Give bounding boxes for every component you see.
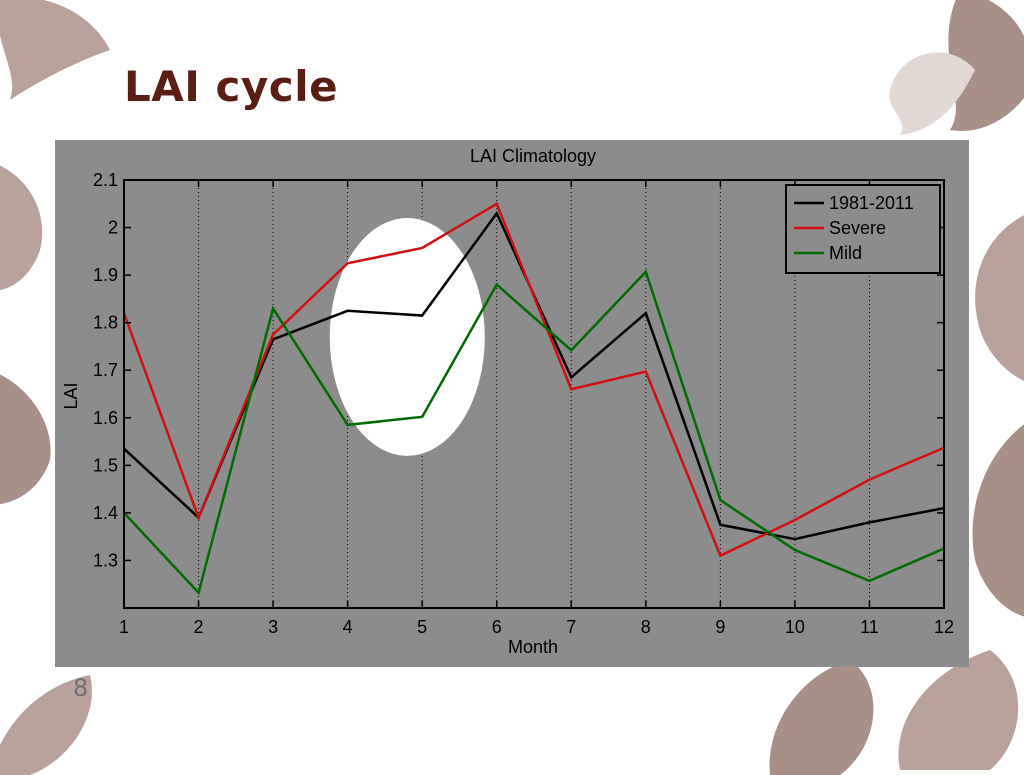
x-tick-label: 12 xyxy=(934,617,954,637)
leaf-decoration-icon xyxy=(975,215,1024,381)
y-tick-label: 1.8 xyxy=(93,313,118,333)
chart-figure: LAI Climatology 1 2 3 4 5 6 7 8 9 10 11 12 1.3 1.4 1.5… xyxy=(55,140,969,667)
x-tick-label: 3 xyxy=(268,617,278,637)
y-tick-label: 1.4 xyxy=(93,503,118,523)
x-tick-label: 6 xyxy=(492,617,502,637)
x-tick-label: 4 xyxy=(343,617,353,637)
series-line-severe xyxy=(122,201,945,558)
legend-label: Severe xyxy=(829,218,886,238)
x-tick-label: 10 xyxy=(785,617,805,637)
x-axis-label: Month xyxy=(508,637,558,657)
y-tick-label: 1.3 xyxy=(93,550,118,570)
leaf-decoration-icon xyxy=(889,52,975,135)
leaf-decoration-icon xyxy=(0,0,110,100)
x-tick-label: 8 xyxy=(641,617,651,637)
page-number: 8 xyxy=(73,674,89,702)
y-tick-label: 2 xyxy=(108,218,118,238)
legend-label: Mild xyxy=(829,243,862,263)
lai-climatology-chart: LAI Climatology 1 2 3 4 5 6 7 8 9 10 11 121.31.41.5… xyxy=(61,146,954,657)
leaf-decoration-icon xyxy=(0,374,51,505)
y-tick-label: 1.7 xyxy=(93,360,118,380)
leaf-decoration-icon xyxy=(0,675,92,775)
leaf-decoration-icon xyxy=(769,660,874,775)
series-line-mild xyxy=(123,269,945,596)
leaf-decoration-icon xyxy=(898,650,1019,770)
y-axis-label: LAI xyxy=(61,382,81,409)
x-tick-label: 1 xyxy=(119,617,129,637)
leaf-decoration-icon xyxy=(948,0,1024,131)
y-tick-label: 1.9 xyxy=(93,265,118,285)
plot-area-frame xyxy=(123,179,945,609)
legend-label: 1981-2011 xyxy=(829,193,914,213)
x-tick-label: 2 xyxy=(194,617,204,637)
chart-title: LAI Climatology xyxy=(470,146,596,166)
y-tick-label: 1.6 xyxy=(93,408,118,428)
leaf-decoration-icon xyxy=(0,165,43,291)
y-tick-label: 2.1 xyxy=(93,170,118,190)
x-tick-label: 11 xyxy=(860,617,879,637)
slide-title: LAI cycle xyxy=(124,62,339,111)
leaf-decoration-icon xyxy=(972,424,1024,617)
y-tick-label: 1.5 xyxy=(93,455,118,475)
x-tick-label: 9 xyxy=(715,617,725,637)
highlight-ellipse xyxy=(329,218,485,456)
chart-legend: 1981-2011 Severe Mild xyxy=(785,184,941,274)
x-tick-label: 5 xyxy=(417,617,427,637)
x-tick-label: 7 xyxy=(566,617,576,637)
